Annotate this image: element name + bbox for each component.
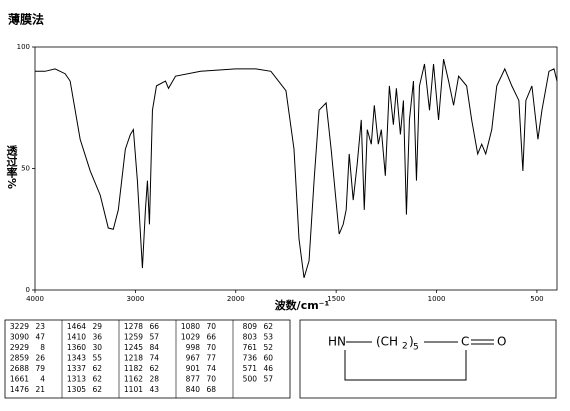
spectrum-line: [35, 59, 558, 278]
peak-value: 36: [92, 333, 102, 342]
peak-value: 66: [206, 333, 216, 342]
peak-value: 62: [92, 385, 102, 394]
peak-value: 70: [206, 343, 216, 352]
peak-wavenumber: 571: [243, 364, 258, 373]
y-tick-label: 100: [17, 43, 30, 51]
peak-value: 68: [206, 385, 216, 394]
peak-wavenumber: 2859: [10, 354, 29, 363]
structure-text: C: [461, 335, 469, 349]
y-tick-label: 50: [21, 165, 30, 173]
peak-value: 29: [92, 322, 102, 331]
peak-wavenumber: 3229: [10, 322, 29, 331]
peak-value: 53: [263, 333, 273, 342]
peak-value: 21: [35, 385, 45, 394]
peak-value: 57: [263, 375, 273, 384]
peak-wavenumber: 998: [186, 343, 201, 352]
peak-value: 66: [149, 322, 159, 331]
peak-table: [4, 319, 291, 399]
peak-value: 43: [149, 385, 159, 394]
peak-value: 47: [35, 333, 45, 342]
peak-wavenumber: 1313: [67, 375, 86, 384]
peak-wavenumber: 1029: [181, 333, 200, 342]
peak-value: 62: [263, 322, 273, 331]
y-tick-label: 0: [26, 286, 30, 294]
peak-wavenumber: 1080: [181, 322, 200, 331]
peak-value: 23: [35, 322, 45, 331]
peak-value: 79: [35, 364, 45, 373]
structure-text: O: [497, 335, 506, 349]
x-tick-label: 4000: [26, 295, 44, 303]
peak-wavenumber: 809: [243, 322, 258, 331]
peak-value: 70: [206, 375, 216, 384]
x-tick-label: 2000: [227, 295, 245, 303]
peak-wavenumber: 877: [186, 375, 201, 384]
structure-text: ): [409, 335, 414, 349]
peak-wavenumber: 1278: [124, 322, 143, 331]
structure-text: HN: [328, 335, 346, 349]
peak-wavenumber: 1337: [67, 364, 86, 373]
structure-box: [299, 319, 557, 399]
peak-value: 84: [149, 343, 159, 352]
peak-wavenumber: 1360: [67, 343, 86, 352]
peak-wavenumber: 3090: [10, 333, 29, 342]
y-axis-label: 透过率%: [5, 145, 18, 189]
peak-value: 46: [263, 364, 273, 373]
peak-value: 62: [92, 364, 102, 373]
peak-value: 28: [149, 375, 159, 384]
peak-value: 77: [206, 354, 216, 363]
peak-wavenumber: 840: [186, 385, 201, 394]
peak-wavenumber: 1464: [67, 322, 86, 331]
peak-value: 70: [206, 322, 216, 331]
peak-wavenumber: 1101: [124, 385, 143, 394]
ring-bond: [344, 350, 467, 381]
peak-wavenumber: 2688: [10, 364, 29, 373]
x-axis-label: 波数/cm⁻¹: [275, 298, 330, 312]
peak-value: 26: [35, 354, 45, 363]
x-tick-label: 1500: [327, 295, 345, 303]
peak-value: 62: [149, 364, 159, 373]
peak-wavenumber: 500: [243, 375, 258, 384]
peak-wavenumber: 1661: [10, 375, 29, 384]
peak-value: 74: [206, 364, 216, 373]
peak-value: 52: [263, 343, 273, 352]
structure-text: (CH: [376, 335, 398, 349]
plot-frame: [34, 46, 558, 291]
peak-wavenumber: 1476: [10, 385, 29, 394]
x-tick-label: 500: [530, 295, 543, 303]
peak-value: 4: [40, 375, 45, 384]
peak-value: 30: [92, 343, 102, 352]
peak-wavenumber: 1343: [67, 354, 86, 363]
structure: HN (CH 2 ) 5 C O: [328, 335, 506, 381]
peak-wavenumber: 736: [243, 354, 258, 363]
peak-wavenumber: 803: [243, 333, 258, 342]
peak-value: 62: [92, 375, 102, 384]
x-tick-label: 1000: [428, 295, 446, 303]
peak-wavenumber: 1218: [124, 354, 143, 363]
peak-wavenumber: 1410: [67, 333, 86, 342]
peak-wavenumber: 761: [243, 343, 258, 352]
peak-wavenumber: 1162: [124, 375, 143, 384]
peak-wavenumber: 1182: [124, 364, 143, 373]
peak-wavenumber: 901: [186, 364, 201, 373]
peak-wavenumber: 1245: [124, 343, 143, 352]
peak-wavenumber: 2929: [10, 343, 29, 352]
peak-value: 74: [149, 354, 159, 363]
structure-text: 5: [413, 343, 419, 353]
peak-wavenumber: 1305: [67, 385, 86, 394]
peak-value: 60: [263, 354, 273, 363]
peak-value: 57: [149, 333, 159, 342]
structure-text: 2: [402, 342, 408, 352]
peak-value: 8: [40, 343, 45, 352]
peak-value: 55: [92, 354, 102, 363]
x-tick-label: 3000: [126, 295, 144, 303]
peak-wavenumber: 967: [186, 354, 201, 363]
chart-title: 薄膜法: [8, 12, 44, 27]
peak-wavenumber: 1259: [124, 333, 143, 342]
